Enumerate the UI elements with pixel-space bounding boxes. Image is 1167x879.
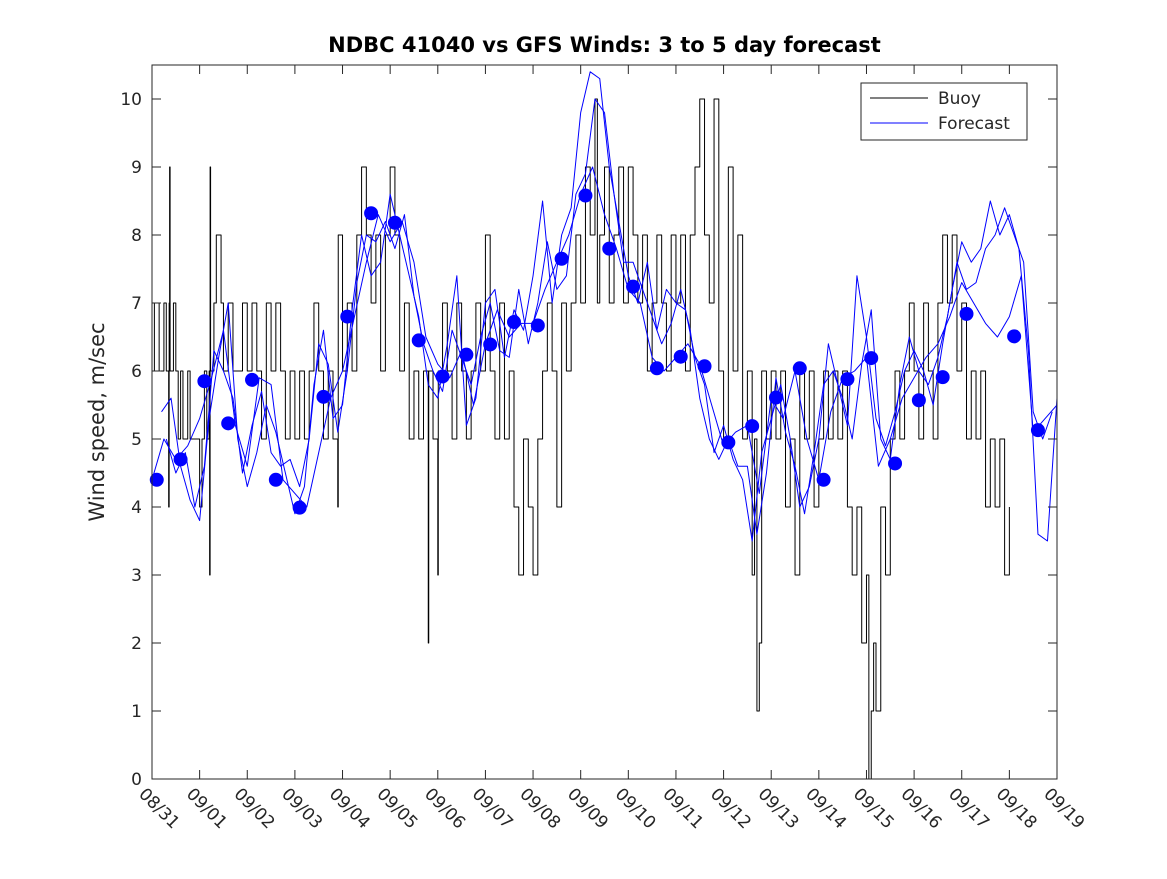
y-tick-label-1: 1 <box>131 702 142 722</box>
forecast-marker-11 <box>411 333 426 348</box>
forecast-marker-3 <box>221 416 236 431</box>
y-tick-label-10: 10 <box>120 90 142 110</box>
chart-title: NDBC 41040 vs GFS Winds: 3 to 5 day fore… <box>328 33 881 57</box>
forecast-marker-15 <box>507 315 521 330</box>
forecast-marker-36 <box>1030 423 1045 438</box>
forecast-marker-2 <box>197 374 212 389</box>
forecast-marker-10 <box>387 215 402 230</box>
series-layer <box>149 71 1057 779</box>
forecast-marker-0 <box>149 472 164 487</box>
y-tick-label-5: 5 <box>131 430 142 450</box>
forecast-marker-23 <box>697 359 712 374</box>
y-tick-label-8: 8 <box>131 226 142 246</box>
y-tick-label-0: 0 <box>131 770 142 790</box>
legend-label-buoy: Buoy <box>938 89 981 109</box>
forecast-marker-8 <box>340 309 355 324</box>
forecast-marker-28 <box>816 472 831 487</box>
forecast-marker-31 <box>888 456 903 471</box>
legend-box <box>860 82 1028 141</box>
forecast-marker-24 <box>721 435 736 450</box>
forecast-marker-26 <box>768 390 783 405</box>
forecast-marker-17 <box>554 251 569 266</box>
forecast-marker-7 <box>316 389 331 404</box>
buoy-line <box>152 98 1010 779</box>
forecast-marker-13 <box>459 347 474 362</box>
forecast-marker-5 <box>268 472 283 487</box>
forecast-marker-12 <box>435 369 450 384</box>
forecast-marker-21 <box>649 361 664 376</box>
forecast-marker-33 <box>935 370 950 385</box>
legend-label-forecast: Forecast <box>938 114 1010 134</box>
y-tick-label-2: 2 <box>131 634 142 654</box>
forecast-marker-22 <box>673 349 688 364</box>
y-tick-label-7: 7 <box>131 294 142 314</box>
legend: Buoy Forecast <box>860 82 1028 141</box>
forecast-marker-20 <box>626 279 641 294</box>
forecast-marker-4 <box>245 372 260 387</box>
forecast-marker-18 <box>578 188 593 203</box>
forecast-marker-19 <box>602 241 617 256</box>
y-tick-label-3: 3 <box>131 566 142 586</box>
y-tick-label-6: 6 <box>131 362 142 382</box>
forecast-marker-27 <box>792 361 807 376</box>
forecast-marker-34 <box>959 306 974 321</box>
forecast-marker-32 <box>911 393 926 408</box>
y-axis-label: Wind speed, m/sec <box>85 322 109 521</box>
forecast-marker-1 <box>173 452 188 467</box>
forecast-marker-6 <box>292 500 307 515</box>
y-tick-label-4: 4 <box>131 498 142 518</box>
forecast-marker-25 <box>745 419 760 434</box>
forecast-marker-29 <box>840 372 855 387</box>
forecast-marker-16 <box>530 318 545 333</box>
y-tick-label-9: 9 <box>131 158 142 178</box>
axes-box <box>151 64 1058 780</box>
forecast-marker-30 <box>864 351 879 366</box>
forecast-marker-9 <box>364 206 379 221</box>
forecast-marker-14 <box>483 337 498 352</box>
forecast-line-3 <box>165 98 1053 535</box>
forecast-marker-35 <box>1007 329 1022 344</box>
